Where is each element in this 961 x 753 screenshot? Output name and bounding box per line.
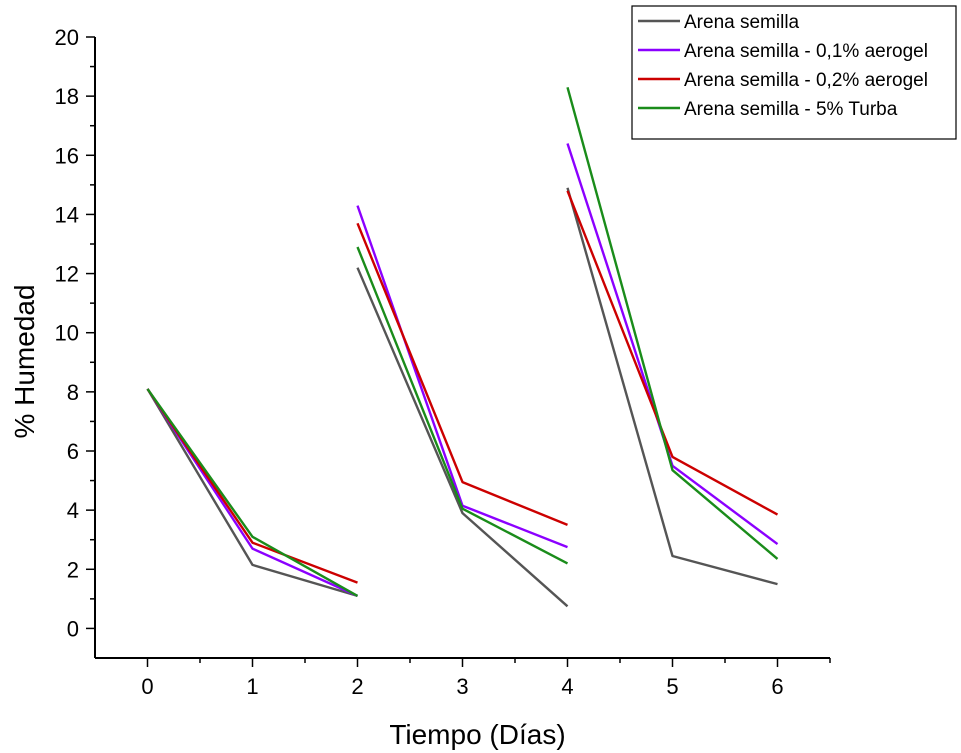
legend-box [631, 5, 957, 140]
y-tick-label: 6 [67, 439, 79, 464]
legend-label: Arena semilla - 0,1% aerogel [684, 41, 928, 62]
x-tick-label: 6 [771, 674, 783, 699]
x-tick-label: 4 [561, 674, 573, 699]
series-lines [146, 86, 779, 608]
series-line-1-segment-3 [566, 187, 778, 586]
x-tick-label: 3 [456, 674, 468, 699]
y-tick-label: 2 [67, 557, 79, 582]
legend-label: Arena semilla [684, 12, 800, 33]
series-line-4-segment-2 [356, 246, 569, 565]
series-line-2-segment-2 [356, 205, 568, 549]
y-tick-label: 16 [55, 143, 79, 168]
x-tick-label: 0 [141, 674, 153, 699]
series-line-3-segment-2 [356, 222, 568, 527]
series-line-1-segment-1 [146, 388, 358, 598]
y-tick-label: 0 [67, 616, 79, 641]
series-line-1-segment-2 [356, 267, 569, 608]
y-tick-label: 20 [55, 25, 79, 50]
series-line-4-segment-3 [566, 86, 779, 560]
legend-label: Arena semilla - 0,2% aerogel [684, 70, 928, 91]
x-tick-label: 1 [246, 674, 258, 699]
legend: Arena semilla Arena semilla - 0,1% aeroge… [631, 5, 957, 140]
y-tick-label: 8 [67, 380, 79, 405]
y-tick-label: 10 [55, 321, 79, 346]
y-tick-label: 14 [55, 202, 79, 227]
series-line-3-segment-3 [566, 190, 779, 516]
x-axis-title: Tiempo (Días) [389, 719, 565, 750]
series-line-4-segment-1 [146, 388, 359, 597]
y-axis-title: % Humedad [9, 284, 40, 438]
y-tick-label: 4 [67, 498, 79, 523]
series-line-3-segment-1 [146, 388, 358, 584]
x-tick-label: 2 [351, 674, 363, 699]
legend-label: Arena semilla - 5% Turba [684, 99, 898, 120]
y-tick-label: 12 [55, 262, 79, 287]
y-tick-label: 18 [55, 84, 79, 109]
x-tick-label: 5 [666, 674, 678, 699]
